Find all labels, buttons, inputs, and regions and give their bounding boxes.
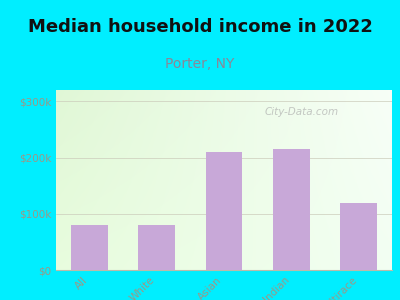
Bar bbox=[206, 152, 242, 270]
Bar bbox=[340, 202, 377, 270]
Text: City-Data.com: City-Data.com bbox=[264, 106, 338, 117]
Text: Porter, NY: Porter, NY bbox=[165, 57, 235, 71]
Text: Median household income in 2022: Median household income in 2022 bbox=[28, 18, 372, 36]
Bar bbox=[71, 225, 108, 270]
Bar bbox=[273, 149, 310, 270]
Bar bbox=[138, 225, 175, 270]
